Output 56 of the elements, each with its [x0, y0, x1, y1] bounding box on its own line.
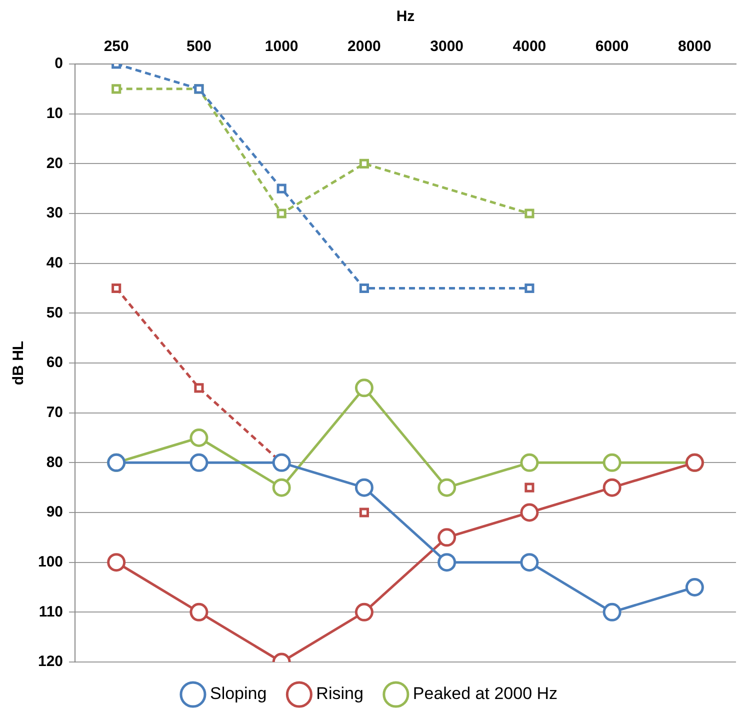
x-tick-label: 4000: [512, 38, 546, 56]
y-tick-label: 100: [38, 553, 64, 570]
x-tick-label: 250: [104, 38, 129, 56]
point: [438, 528, 456, 547]
y-tick-label: 80: [46, 454, 64, 471]
x-tick-label: 6000: [595, 38, 629, 56]
point: [359, 158, 369, 168]
x-tick-label: 8000: [678, 38, 712, 56]
point: [359, 283, 369, 294]
x-tick-label: 3000: [430, 38, 464, 56]
point: [112, 283, 122, 294]
point: [194, 383, 204, 393]
y-tick-label: 60: [46, 354, 64, 372]
y-axis-title: dB HL: [10, 340, 28, 386]
point: [524, 482, 534, 492]
y-tick-label: 70: [46, 404, 64, 421]
point: [107, 553, 126, 572]
point: [438, 478, 456, 497]
point: [354, 602, 374, 622]
point: [272, 478, 291, 497]
x-tick-label: 2000: [348, 38, 381, 56]
y-tick-label: 10: [46, 104, 64, 122]
x-axis-title: Hz: [396, 8, 415, 26]
point: [524, 208, 534, 218]
point: [190, 453, 208, 472]
point: [602, 602, 622, 622]
y-tick-label: 30: [46, 204, 64, 222]
point: [112, 84, 122, 94]
point: [190, 602, 208, 622]
y-tick-label: 20: [46, 154, 64, 172]
legend-label: Sloping: [210, 684, 267, 704]
y-tick-label: 40: [46, 254, 64, 272]
y-tick-label: 0: [54, 55, 64, 72]
point: [276, 208, 286, 218]
point: [438, 553, 456, 572]
point: [276, 184, 286, 194]
x-tick-label: 1000: [264, 38, 298, 56]
point: [520, 553, 539, 572]
point: [190, 428, 208, 447]
y-tick-label: 90: [46, 504, 64, 521]
point: [602, 478, 622, 497]
point: [354, 378, 374, 398]
point: [602, 453, 622, 472]
y-tick-label: 110: [38, 603, 64, 620]
point: [524, 283, 534, 294]
point: [520, 453, 539, 472]
legend-label: Peaked at 2000 Hz: [412, 684, 558, 704]
point: [272, 453, 291, 472]
point: [354, 478, 374, 497]
y-tick-label: 120: [38, 653, 64, 670]
legend-label: Rising: [316, 684, 364, 704]
point: [359, 508, 369, 518]
y-tick-label: 50: [46, 304, 64, 322]
point: [685, 578, 704, 596]
point: [520, 503, 539, 522]
x-tick-label: 500: [186, 38, 212, 56]
